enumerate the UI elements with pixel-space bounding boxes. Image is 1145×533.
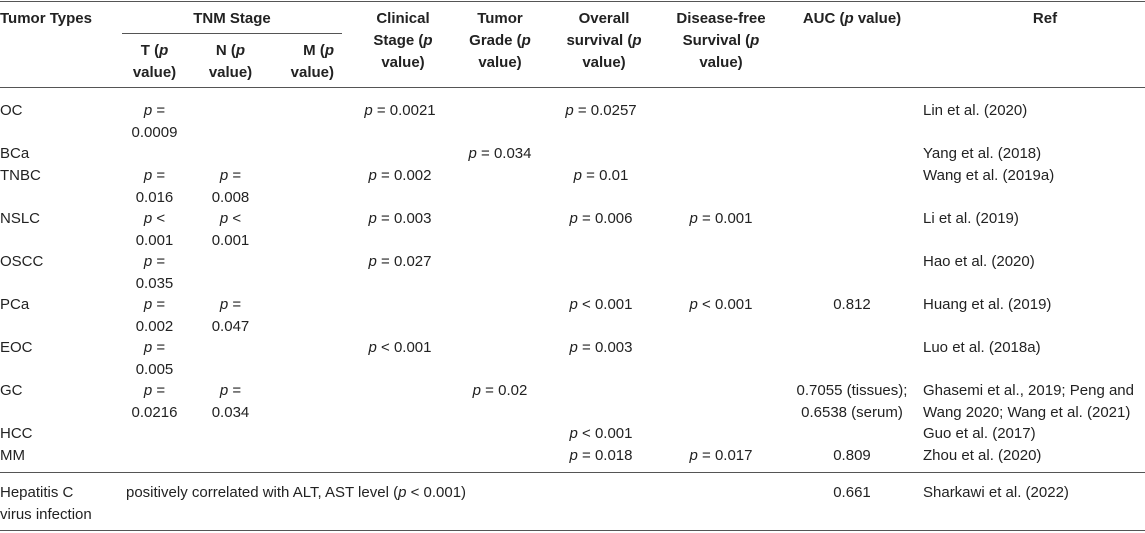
row-t-value: p <0.001 <box>135 210 174 249</box>
header-t: T (p value) <box>132 42 177 81</box>
row-tumor-grade: p = 0.034 <box>468 145 532 162</box>
tnm-stage-rule <box>122 33 342 34</box>
last-row-rule <box>0 472 1145 473</box>
row-disease-free-survival: p < 0.001 <box>689 296 753 313</box>
row-n-value: p = 0.034 <box>211 382 250 421</box>
row-auc: 0.812 <box>833 296 871 313</box>
row-clinical-stage: p < 0.001 <box>368 339 432 356</box>
row-ref: Yang et al. (2018) <box>923 145 1042 162</box>
header-n: N (p value) <box>208 42 253 81</box>
header-auc: AUC (p value) <box>802 10 902 27</box>
table-bottom-rule <box>0 530 1145 531</box>
row-tumor-type: PCa <box>0 296 30 313</box>
table-top-rule <box>0 1 1145 2</box>
row-clinical-stage: p = 0.002 <box>368 167 432 184</box>
row-clinical-stage: p = 0.003 <box>368 210 432 227</box>
row-t-value: p = 0.0009 <box>131 102 178 141</box>
row-clinical-stage: p = 0.027 <box>368 253 432 270</box>
row-disease-free-survival: p = 0.017 <box>689 447 753 464</box>
row-n-value: p = 0.047 <box>211 296 250 335</box>
row-ref: Hao et al. (2020) <box>923 253 1035 270</box>
row-ref: Wang et al. (2019a) <box>923 167 1055 184</box>
row-tumor-type: MM <box>0 447 25 464</box>
header-bottom-rule <box>0 87 1145 88</box>
header-disease-free-survival: Disease-free Survival (p value) <box>676 10 766 71</box>
row-ref: Guo et al. (2017) <box>923 425 1036 442</box>
row-ref: Ghasemi et al., 2019; Peng and Wang 2020;… <box>923 382 1134 421</box>
last-row-auc: 0.661 <box>833 484 871 501</box>
row-overall-survival: p = 0.003 <box>569 339 633 356</box>
row-tumor-grade: p = 0.02 <box>472 382 528 399</box>
header-overall-survival: Overall survival (p value) <box>566 10 642 71</box>
row-overall-survival: p < 0.001 <box>569 425 633 442</box>
row-tumor-type: OC <box>0 102 23 119</box>
row-t-value: p = 0.016 <box>135 167 174 206</box>
row-n-value: p = 0.008 <box>211 167 250 206</box>
header-tumor-types: Tumor Types <box>0 10 92 27</box>
row-disease-free-survival: p = 0.001 <box>689 210 753 227</box>
row-clinical-stage: p = 0.0021 <box>364 102 436 119</box>
row-ref: Luo et al. (2018a) <box>923 339 1041 356</box>
header-m: M (p value) <box>290 42 334 81</box>
row-overall-survival: p = 0.0257 <box>565 102 637 119</box>
row-n-value: p <0.001 <box>211 210 250 249</box>
row-ref: Li et al. (2019) <box>923 210 1019 227</box>
row-auc: 0.7055 (tissues); 0.6538 (serum) <box>796 382 908 421</box>
row-tumor-type: EOC <box>0 339 33 356</box>
header-tnm-stage: TNM Stage <box>193 10 271 27</box>
row-tumor-type: NSLC <box>0 210 41 227</box>
row-tumor-type: HCC <box>0 425 33 442</box>
row-ref: Lin et al. (2020) <box>923 102 1028 119</box>
last-row-description: positively correlated with ALT, AST leve… <box>126 484 467 501</box>
row-tumor-type: OSCC <box>0 253 44 270</box>
row-overall-survival: p = 0.01 <box>573 167 629 184</box>
row-t-value: p = 0.0216 <box>131 382 178 421</box>
row-auc: 0.809 <box>833 447 871 464</box>
header-ref: Ref <box>1032 10 1058 27</box>
row-tumor-type: GC <box>0 382 23 399</box>
row-overall-survival: p = 0.018 <box>569 447 633 464</box>
row-ref: Zhou et al. (2020) <box>923 447 1042 464</box>
header-tumor-grade: Tumor Grade (p value) <box>469 10 531 71</box>
row-t-value: p = 0.002 <box>135 296 174 335</box>
row-ref: Huang et al. (2019) <box>923 296 1052 313</box>
last-row-ref: Sharkawi et al. (2022) <box>923 484 1069 501</box>
row-tumor-type: TNBC <box>0 167 41 184</box>
header-clinical-stage: Clinical Stage (p value) <box>373 10 433 71</box>
row-overall-survival: p = 0.006 <box>569 210 633 227</box>
row-t-value: p = 0.005 <box>135 339 174 378</box>
row-t-value: p = 0.035 <box>135 253 174 292</box>
row-overall-survival: p < 0.001 <box>569 296 633 313</box>
row-tumor-type: BCa <box>0 145 30 162</box>
